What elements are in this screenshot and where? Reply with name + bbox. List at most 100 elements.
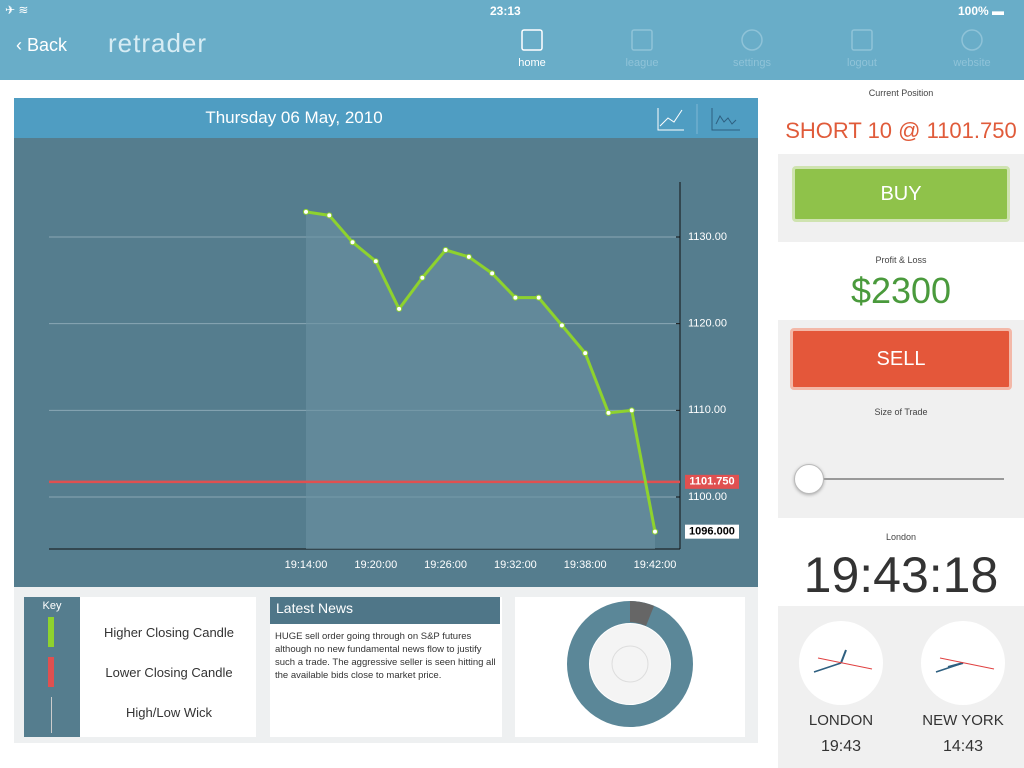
reference-label: 1101.750 bbox=[689, 476, 734, 488]
point bbox=[535, 294, 542, 301]
y-tick-label: 1110.00 bbox=[688, 404, 726, 416]
analog-clock bbox=[921, 621, 1005, 705]
point bbox=[652, 528, 658, 535]
sell-button[interactable]: SELL bbox=[790, 328, 1012, 390]
x-tick-label: 19:42:00 bbox=[634, 559, 677, 571]
point bbox=[442, 247, 449, 253]
point bbox=[465, 253, 472, 260]
digital-clock: 19:43:18 bbox=[803, 547, 999, 603]
x-tick-label: 19:14:00 bbox=[285, 559, 328, 571]
battery: 100% ▬ bbox=[958, 4, 1005, 18]
point bbox=[349, 239, 356, 246]
key-wick bbox=[51, 697, 52, 733]
size-label: Size of Trade bbox=[874, 407, 928, 417]
y-tick-label: 1100.00 bbox=[688, 491, 727, 503]
buy-button[interactable]: BUY bbox=[792, 166, 1010, 222]
status-icons: ✈ ≋ bbox=[5, 3, 29, 17]
x-tick-label: 19:26:00 bbox=[424, 559, 467, 571]
point bbox=[372, 258, 379, 265]
pl-box bbox=[778, 242, 1024, 320]
line bbox=[305, 210, 657, 532]
point bbox=[605, 409, 612, 416]
clock-city: NEW YORK bbox=[922, 712, 1004, 729]
clock-time: 14:43 bbox=[942, 738, 984, 755]
clock-time: 19:43 bbox=[820, 738, 862, 755]
key-item: Lower Closing Candle bbox=[105, 665, 233, 680]
point bbox=[558, 322, 565, 329]
back-text: Back bbox=[27, 35, 68, 55]
point bbox=[419, 274, 426, 281]
key-title: Key bbox=[42, 600, 62, 612]
nav-item[interactable]: home bbox=[518, 57, 546, 69]
analog-clock bbox=[799, 621, 883, 705]
value-label-bg bbox=[685, 524, 739, 539]
y-tick-label: 1130.00 bbox=[688, 231, 727, 243]
position: SHORT 10 @ 1101.750 bbox=[785, 118, 1017, 143]
chart-header: Thursday 06 May, 2010 bbox=[14, 98, 758, 138]
second-hand bbox=[817, 657, 873, 670]
nav-icon bbox=[741, 29, 763, 51]
logo: retrader bbox=[108, 28, 208, 58]
nav-item[interactable]: league bbox=[625, 57, 659, 69]
x-tick-label: 19:20:00 bbox=[354, 559, 397, 571]
nav-icon bbox=[631, 29, 653, 51]
key-red bbox=[48, 657, 54, 687]
x-tick-label: 19:32:00 bbox=[494, 559, 537, 571]
icon-shape bbox=[961, 29, 983, 51]
nav-icon bbox=[851, 29, 873, 51]
nav-item[interactable]: logout bbox=[847, 57, 877, 69]
point bbox=[512, 294, 519, 301]
value-label: 1096.000 bbox=[689, 526, 735, 538]
key-box: Key Higher Closing Candle Lower Closing … bbox=[24, 597, 256, 737]
point bbox=[303, 208, 309, 215]
area bbox=[306, 211, 655, 549]
city-label: London bbox=[885, 532, 917, 542]
pl-label: Profit & Loss bbox=[875, 255, 927, 265]
key-item: High/Low Wick bbox=[126, 705, 212, 720]
nav-item[interactable]: settings bbox=[733, 57, 771, 69]
clock-city: LONDON bbox=[808, 712, 874, 729]
slider-thumb[interactable] bbox=[794, 464, 824, 494]
donut-box bbox=[515, 597, 745, 737]
icon-shape bbox=[631, 29, 653, 51]
donut-segment bbox=[630, 601, 654, 626]
slider-track bbox=[806, 478, 1004, 480]
nav-item[interactable]: website bbox=[953, 57, 991, 69]
status-time: 23:13 bbox=[490, 4, 521, 18]
position-label: Current Position bbox=[868, 88, 934, 98]
second-hand bbox=[939, 657, 995, 670]
back-button[interactable]: ‹ Back bbox=[16, 35, 68, 55]
news-text: HUGE sell order going through on S&P fut… bbox=[275, 631, 496, 681]
chart-title: Thursday 06 May, 2010 bbox=[205, 108, 383, 127]
donut bbox=[567, 601, 693, 727]
reference-label-bg bbox=[685, 474, 739, 489]
donut-inner bbox=[611, 645, 649, 683]
key-green bbox=[48, 617, 54, 647]
point bbox=[582, 350, 589, 357]
battery-text: 100% bbox=[958, 4, 989, 18]
news-title: Latest News bbox=[270, 597, 500, 624]
minute-hand bbox=[935, 662, 964, 673]
donut-center bbox=[590, 624, 670, 704]
y-tick-label: 1120.00 bbox=[688, 318, 727, 330]
nav-icon bbox=[961, 29, 983, 51]
point bbox=[489, 270, 496, 277]
position-box bbox=[778, 80, 1024, 154]
chart-type-icons[interactable] bbox=[654, 104, 754, 134]
clock-box bbox=[778, 518, 1024, 606]
bottom-panel: Key Higher Closing Candle Lower Closing … bbox=[14, 587, 758, 743]
point bbox=[326, 212, 333, 219]
x-tick-label: 19:38:00 bbox=[564, 559, 607, 571]
icon-shape bbox=[521, 29, 543, 51]
pl-value: $2300 bbox=[850, 270, 952, 311]
point bbox=[628, 407, 635, 414]
icon-shape bbox=[851, 29, 873, 51]
nav-icon bbox=[521, 29, 543, 51]
news-box: Latest News HUGE sell order going throug… bbox=[270, 597, 502, 737]
top-bar: ✈ ≋ 23:13 100% ▬ ‹ Back retrader home lea… bbox=[0, 0, 1024, 80]
chart: 1100.00 1110.00 1120.00 1130.00 1101.750 1096… bbox=[14, 138, 758, 587]
point bbox=[396, 305, 403, 312]
icon-shape bbox=[741, 29, 763, 51]
hour-hand bbox=[840, 649, 847, 664]
